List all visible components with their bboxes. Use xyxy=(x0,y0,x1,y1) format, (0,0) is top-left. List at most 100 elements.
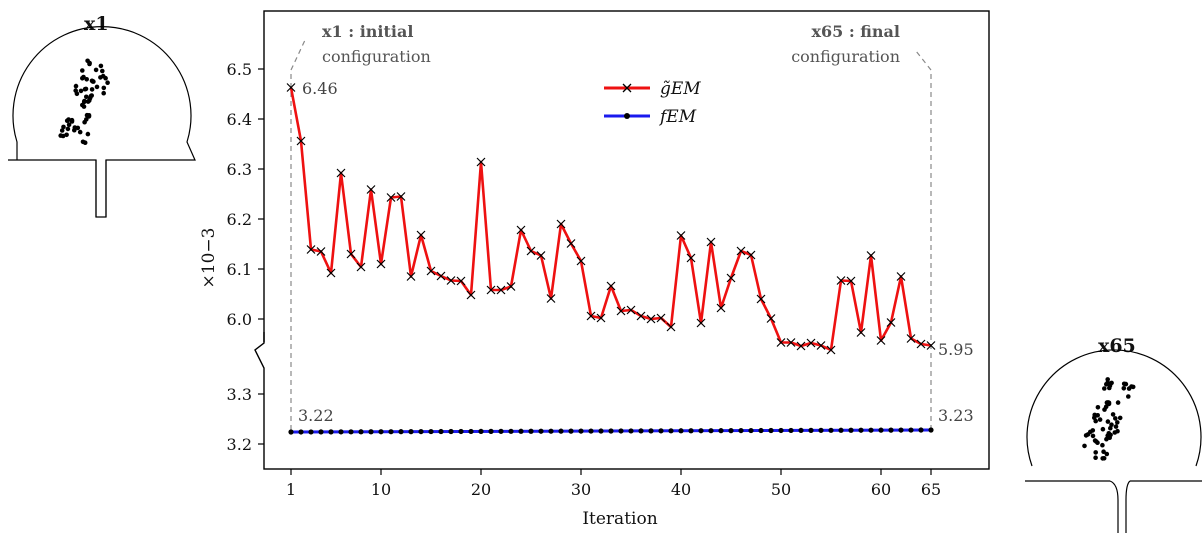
config-point xyxy=(72,127,77,133)
g-em-point xyxy=(526,246,536,256)
g-em-point xyxy=(576,256,586,266)
config-point xyxy=(98,63,104,69)
g-em-point xyxy=(466,290,476,300)
g-em-point xyxy=(356,262,366,272)
g-em-point xyxy=(886,318,896,327)
config-point xyxy=(87,98,92,103)
g-em-point xyxy=(836,276,846,285)
series-g-em xyxy=(286,83,936,355)
legend-label-f: fEM xyxy=(658,107,697,127)
config-point xyxy=(1110,412,1116,417)
config-point xyxy=(1090,433,1096,439)
config-point xyxy=(1129,384,1134,389)
f-em-point xyxy=(418,428,424,435)
config-point xyxy=(1109,422,1114,428)
f-em-point xyxy=(298,429,304,435)
config-point xyxy=(80,139,86,145)
final-configuration-inset: x65 xyxy=(1025,335,1202,533)
config-point xyxy=(78,88,84,94)
f-em-point xyxy=(858,427,864,433)
f-em-point xyxy=(738,427,744,434)
g-em-point xyxy=(436,271,446,281)
g-em-point xyxy=(776,338,786,347)
config-point xyxy=(93,67,99,73)
config-point xyxy=(82,86,88,92)
config-point xyxy=(85,131,91,137)
g-em-point xyxy=(736,246,746,256)
f-em-point xyxy=(848,427,854,433)
config-point xyxy=(1102,386,1107,391)
f-em-point xyxy=(898,427,904,433)
config-point xyxy=(1093,418,1098,424)
config-point xyxy=(1113,424,1119,429)
f-em-point xyxy=(498,428,504,434)
g-em-point xyxy=(486,285,496,295)
config-point xyxy=(1104,451,1110,457)
config-point xyxy=(58,133,63,138)
g-em-point xyxy=(506,282,516,291)
config-point xyxy=(80,68,85,73)
f-em-point xyxy=(778,427,784,434)
g-em-point xyxy=(826,345,836,355)
f-em-point xyxy=(288,429,294,435)
y-tick-label: 3.3 xyxy=(227,385,252,404)
f-em-point xyxy=(508,428,514,434)
g-em-point xyxy=(366,185,376,194)
g-em-point xyxy=(596,313,606,323)
config-point xyxy=(101,85,107,91)
f-em-point xyxy=(628,428,634,434)
config-point xyxy=(1100,456,1105,461)
f-em-point xyxy=(688,428,694,434)
g-em-point xyxy=(546,294,556,303)
y-tick-label: 6.1 xyxy=(227,260,252,279)
f-em-point xyxy=(348,429,354,435)
f-em-point xyxy=(458,428,464,435)
g-em-point xyxy=(536,251,546,260)
g-em-point xyxy=(416,230,426,240)
g-em-point xyxy=(786,338,796,347)
config-point xyxy=(94,84,100,90)
final-annotation-line1: x65 : final xyxy=(811,22,900,41)
initial-annotation-line1: x1 : initial xyxy=(322,22,413,41)
g-em-point xyxy=(876,336,886,345)
g-em-point xyxy=(906,334,916,343)
f-em-point xyxy=(538,428,544,434)
g-em-point xyxy=(636,311,646,321)
g-em-point xyxy=(746,250,756,260)
g-em-point xyxy=(316,247,326,256)
y-tick-label: 6.2 xyxy=(227,210,252,229)
f-em-point xyxy=(388,429,394,435)
f-em-point xyxy=(768,427,774,434)
f-em-point xyxy=(658,428,664,434)
config-point xyxy=(1093,450,1098,455)
config-point xyxy=(105,80,110,85)
initial-config-title: x1 xyxy=(84,13,109,35)
f-em-point xyxy=(318,429,324,435)
legend-entry-g: g̃EM xyxy=(604,79,701,99)
x-tick-label: 50 xyxy=(771,480,791,499)
legend-entry-f: fEM xyxy=(604,107,697,127)
g-em-line xyxy=(289,87,932,352)
f-em-point xyxy=(748,427,754,434)
g-em-point xyxy=(426,266,436,276)
config-point xyxy=(77,129,83,135)
g-em-point xyxy=(846,276,856,286)
g-em-point xyxy=(516,225,526,235)
start-value-label: 6.46 xyxy=(302,79,338,98)
config-point xyxy=(1115,428,1120,434)
g-em-point xyxy=(376,259,386,269)
y-multiplier-label: ×10−3 xyxy=(199,228,219,289)
f-em-point xyxy=(378,429,384,435)
initial-guide-line xyxy=(290,37,307,430)
config-point xyxy=(1123,381,1129,387)
config-point xyxy=(73,83,79,89)
config-point xyxy=(1095,413,1100,418)
g-em-point xyxy=(866,251,876,260)
g-em-point xyxy=(396,192,406,201)
final-config-annotation: x65 : final configuration xyxy=(791,22,900,66)
g-em-point xyxy=(896,272,906,281)
f-em-point xyxy=(358,429,364,435)
config-point xyxy=(86,113,92,118)
g-em-point xyxy=(406,272,416,281)
x-tick-label: 60 xyxy=(871,480,891,499)
